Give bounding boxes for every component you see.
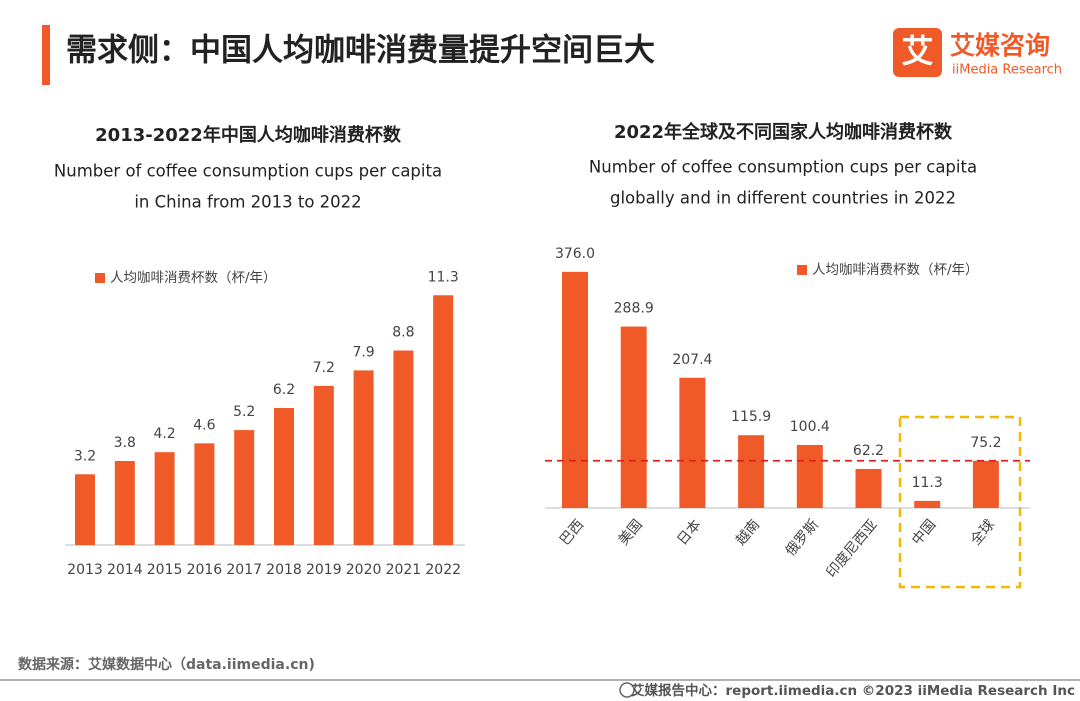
value-label: 75.2 (970, 435, 1001, 451)
value-label: 11.3 (912, 475, 943, 491)
x-tick-label: 2022 (425, 562, 461, 578)
logo-name: 艾媒咨询 (950, 31, 1050, 60)
bar (114, 461, 135, 545)
chart-subtitle: Number of coffee consumption cups per ca… (54, 162, 442, 181)
x-tick-label: 2015 (147, 562, 183, 578)
x-tick-label: 2016 (187, 562, 223, 578)
bar (562, 271, 588, 508)
bar (194, 443, 215, 545)
x-tick-label: 全球 (967, 516, 998, 548)
legend-label: 人均咖啡消费杯数（杯/年） (110, 270, 277, 286)
value-label: 11.3 (428, 269, 459, 285)
value-label: 4.6 (193, 417, 215, 433)
bar (972, 460, 999, 508)
globe-icon (619, 682, 635, 698)
chart-subtitle: in China from 2013 to 2022 (134, 193, 361, 212)
logo-sub: iiMedia Research (952, 63, 1062, 78)
legend-label: 人均咖啡消费杯数（杯/年） (812, 262, 979, 278)
page-title: 需求侧：中国人均咖啡消费量提升空间巨大 (66, 33, 655, 69)
bar (679, 377, 706, 508)
value-label: 7.9 (352, 344, 374, 360)
legend-swatch (797, 265, 807, 275)
x-tick-label: 2019 (306, 562, 342, 578)
x-tick-label: 巴西 (557, 517, 587, 549)
bar (796, 444, 823, 508)
x-tick-label: 日本 (674, 517, 704, 549)
bar (353, 370, 374, 545)
chart-subtitle: Number of coffee consumption cups per ca… (589, 158, 977, 177)
source: 数据来源：艾媒数据中心（data.iimedia.cn) (18, 656, 315, 673)
value-label: 6.2 (273, 382, 295, 398)
x-tick-label: 印度尼西亚 (823, 517, 880, 581)
value-label: 207.4 (672, 352, 712, 368)
bar (393, 350, 414, 545)
x-tick-label: 中国 (909, 517, 939, 549)
value-label: 62.2 (853, 443, 884, 459)
value-label: 3.2 (74, 448, 96, 464)
logo-icon-text: 艾 (901, 32, 933, 70)
bar (154, 452, 175, 545)
value-label: 3.8 (114, 435, 136, 451)
value-label: 8.8 (392, 325, 414, 341)
x-tick-label: 2021 (386, 562, 422, 578)
bar (313, 385, 334, 545)
bar (274, 407, 294, 545)
logo-icon (893, 28, 942, 77)
value-label: 4.2 (153, 426, 175, 442)
x-tick-label: 俄罗斯 (783, 517, 822, 559)
x-tick-label: 2017 (226, 562, 262, 578)
x-tick-label: 越南 (733, 517, 763, 549)
bar (234, 430, 255, 545)
value-label: 5.2 (233, 404, 255, 420)
value-label: 376.0 (555, 246, 595, 262)
bar (620, 326, 647, 508)
title-accent (42, 25, 50, 85)
value-label: 100.4 (790, 419, 830, 435)
value-label: 7.2 (313, 360, 335, 376)
value-label: 115.9 (731, 409, 771, 425)
legend-swatch (95, 273, 105, 283)
bar (433, 295, 454, 545)
bar (75, 474, 95, 545)
chart-subtitle: globally and in different countries in 2… (610, 189, 956, 208)
chart-title: 2013-2022年中国人均咖啡消费杯数 (95, 124, 402, 146)
x-tick-label: 2018 (266, 562, 302, 578)
x-tick-label: 2014 (107, 562, 143, 578)
highlight-box (898, 415, 1022, 589)
x-tick-label: 2020 (346, 562, 382, 578)
bar (855, 468, 882, 508)
x-tick-label: 美国 (616, 517, 646, 549)
x-tick-label: 2013 (67, 562, 103, 578)
chart-title: 2022年全球及不同国家人均咖啡消费杯数 (614, 121, 953, 143)
value-label: 288.9 (614, 301, 654, 317)
bar (738, 435, 765, 508)
footer: 艾媒报告中心：report.iimedia.cn ©2023 iiMedia R… (631, 682, 1075, 699)
bar (914, 500, 941, 508)
